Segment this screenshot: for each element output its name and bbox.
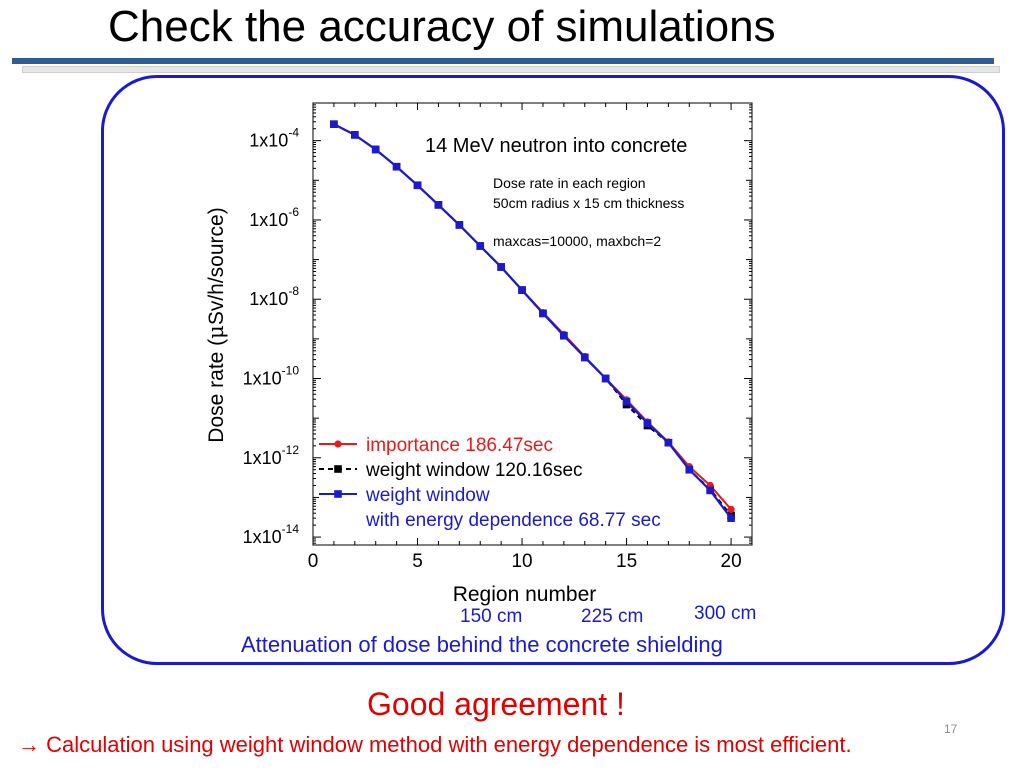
data-point	[580, 353, 589, 362]
legend-marker	[334, 440, 342, 448]
y-tick-label: 1x10-14	[243, 522, 300, 547]
legend-label: weight window	[365, 485, 490, 506]
data-point	[727, 505, 735, 513]
title-underline	[12, 58, 994, 64]
y-axis-label: Dose rate (μSv/h/source)	[204, 207, 228, 442]
legend-label: importance 186.47sec	[366, 435, 553, 456]
data-point	[371, 145, 380, 154]
x-tick-label: 5	[412, 551, 423, 572]
data-point	[664, 438, 673, 447]
data-point	[727, 514, 735, 522]
data-point	[455, 221, 464, 229]
plot-frame	[312, 102, 753, 546]
data-point	[601, 374, 610, 383]
region-note-225cm: 225 cm	[581, 606, 644, 627]
y-tick-label: 1x10-4	[249, 126, 299, 151]
legend-marker	[334, 465, 342, 473]
title-underline-shadow	[22, 66, 1000, 73]
data-point	[560, 331, 568, 340]
data-point	[643, 419, 652, 427]
legend-marker	[334, 490, 342, 498]
data-point	[518, 286, 526, 294]
data-point	[497, 263, 505, 271]
data-point	[330, 120, 338, 129]
conclusion-text: → Calculation using weight window method…	[18, 732, 852, 757]
chart-annotation: 50cm radius x 15 cm thickness	[493, 195, 684, 211]
series-2	[330, 120, 735, 522]
chart-frame	[101, 75, 1005, 665]
agreement-heading: Good agreement !	[367, 686, 625, 722]
data-point	[392, 162, 401, 171]
chart-annotation: maxcas=10000, maxbch=2	[493, 233, 661, 249]
region-note-300cm: 300 cm	[694, 603, 757, 624]
page-number: 17	[944, 722, 958, 736]
data-point	[685, 465, 694, 474]
y-tick-label: 1x10-10	[243, 364, 300, 389]
data-point	[413, 181, 422, 190]
data-point	[434, 201, 443, 209]
y-tick-label: 1x10-12	[243, 443, 300, 468]
legend-label-line2: with energy dependence 68.77 sec	[365, 510, 661, 531]
data-point	[706, 486, 714, 495]
chart-caption: Attenuation of dose behind the concrete …	[241, 632, 723, 657]
data-point	[622, 397, 631, 406]
y-tick-label: 1x10-8	[249, 284, 299, 309]
region-note-150cm: 150 cm	[460, 606, 523, 627]
x-tick-label: 15	[616, 551, 637, 572]
chart-annotation: Dose rate in each region	[493, 175, 646, 191]
y-tick-label: 1x10-6	[249, 205, 299, 230]
slide-title: Check the accuracy of simulations	[108, 2, 776, 51]
x-tick-label: 20	[721, 551, 742, 572]
x-tick-label: 10	[511, 551, 532, 572]
chart-title: 14 MeV neutron into concrete	[425, 135, 687, 157]
data-point	[476, 242, 485, 250]
x-axis-label: Region number	[453, 583, 597, 606]
legend-label: weight window 120.16sec	[365, 460, 583, 481]
data-point	[351, 131, 359, 139]
x-tick-label: 0	[308, 551, 319, 572]
data-point	[539, 309, 547, 318]
